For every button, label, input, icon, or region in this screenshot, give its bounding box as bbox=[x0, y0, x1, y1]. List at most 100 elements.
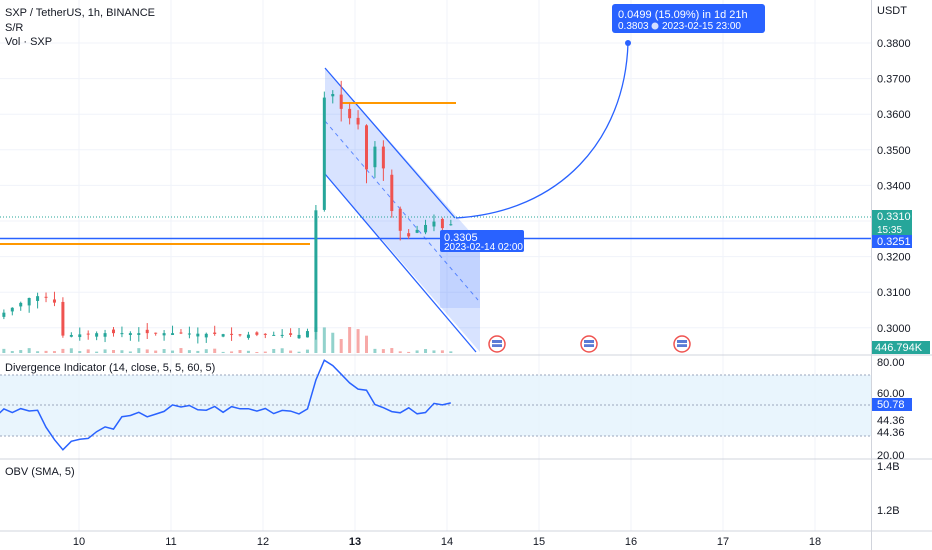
date-tick-label: 16 bbox=[625, 536, 637, 548]
volume-bar bbox=[128, 351, 132, 353]
candle-body bbox=[415, 229, 419, 233]
candle-body bbox=[44, 296, 48, 298]
volume-bar bbox=[137, 348, 141, 353]
axis-unit: USDT bbox=[877, 5, 907, 17]
price-tick-label: 0.3400 bbox=[877, 180, 911, 192]
volume-bar bbox=[103, 349, 107, 353]
volume-bar bbox=[44, 350, 48, 353]
div-tick-label: 44.36 bbox=[877, 415, 905, 427]
start-label[interactable]: 0.3305 2023-02-14 02:00 bbox=[440, 230, 524, 253]
date-tick-label: 14 bbox=[441, 536, 453, 548]
candle-body bbox=[297, 334, 301, 339]
volume-bar bbox=[112, 350, 115, 353]
volume-bar bbox=[61, 348, 65, 353]
price-tick-label: 0.3600 bbox=[877, 109, 911, 121]
symbol-title[interactable]: SXP / TetherUS, 1h, BINANCE bbox=[5, 7, 155, 19]
projection-date-text: 2023-02-15 23:00 bbox=[662, 21, 741, 32]
candle-body bbox=[398, 208, 402, 231]
candle-body bbox=[2, 312, 6, 317]
candle-body bbox=[305, 331, 309, 338]
date-tick-label: 17 bbox=[717, 536, 729, 548]
candle-body bbox=[120, 333, 124, 335]
candle-body bbox=[221, 334, 225, 337]
candle-body bbox=[112, 329, 115, 334]
candle-body bbox=[365, 125, 368, 170]
date-tick-label: 18 bbox=[809, 536, 821, 548]
divergence-legend[interactable]: Divergence Indicator (14, close, 5, 5, 6… bbox=[5, 362, 215, 374]
clock-icon bbox=[651, 22, 659, 30]
volume-bar bbox=[187, 350, 191, 353]
candle-body bbox=[246, 334, 250, 338]
volume-bar bbox=[440, 350, 444, 353]
volume-bar bbox=[95, 351, 99, 353]
candle-body bbox=[36, 296, 40, 301]
event-flag-icon[interactable] bbox=[488, 335, 506, 353]
price-tick-label: 0.3700 bbox=[877, 74, 911, 86]
sr-legend[interactable]: S/R bbox=[5, 22, 23, 34]
projection-arc[interactable] bbox=[455, 42, 629, 219]
projection-label[interactable]: 0.0499 (15.09%) in 1d 21h 0.3803 2023-02… bbox=[612, 4, 765, 33]
event-flag-icon[interactable] bbox=[673, 335, 691, 353]
sr-level-tag: 0.3251 bbox=[877, 236, 911, 248]
date-tick-label: 15 bbox=[533, 536, 545, 548]
candle-body bbox=[171, 333, 175, 335]
candle-body bbox=[10, 307, 14, 312]
div-value-tag: 50.78 bbox=[877, 399, 905, 411]
vol-legend[interactable]: Vol · SXP bbox=[5, 36, 52, 48]
candle-body bbox=[69, 334, 73, 337]
candle-body bbox=[145, 329, 149, 334]
volume-bar bbox=[238, 350, 242, 353]
candle-body bbox=[348, 108, 352, 119]
projection-main-text: 0.0499 (15.09%) in 1d 21h bbox=[618, 9, 748, 21]
volume-bar bbox=[145, 349, 149, 353]
volume-bar bbox=[289, 350, 293, 353]
volume-bar bbox=[179, 348, 183, 353]
date-tick-label: 13 bbox=[349, 536, 361, 548]
volume-bar bbox=[415, 350, 419, 353]
date-tick-label: 11 bbox=[165, 536, 176, 548]
candle-body bbox=[78, 334, 82, 338]
candle-body bbox=[390, 174, 394, 212]
candle-body bbox=[154, 332, 158, 334]
div-tick-label: 20.00 bbox=[877, 450, 905, 462]
date-tick-label: 10 bbox=[73, 536, 85, 548]
volume-bar bbox=[407, 351, 411, 353]
volume-bar bbox=[196, 350, 200, 353]
volume-bar bbox=[322, 327, 326, 353]
candle-body bbox=[196, 333, 200, 337]
volume-bar bbox=[424, 349, 428, 353]
candle-body bbox=[407, 233, 411, 237]
obv-tick-label: 1.2B bbox=[877, 505, 900, 517]
volume-bar bbox=[356, 329, 360, 353]
volume-bar bbox=[52, 351, 56, 353]
volume-bar bbox=[398, 351, 402, 353]
candle-body bbox=[289, 333, 293, 335]
volume-bar bbox=[280, 348, 284, 353]
candle-body bbox=[230, 333, 234, 335]
volume-bar bbox=[246, 350, 250, 353]
candle-body bbox=[95, 333, 99, 337]
volume-bar bbox=[390, 348, 394, 353]
candle-body bbox=[255, 332, 259, 335]
volume-bar bbox=[373, 348, 377, 353]
volume-bar bbox=[272, 348, 276, 353]
volume-bar bbox=[213, 348, 217, 353]
volume-bar bbox=[204, 349, 208, 353]
candle-body bbox=[373, 146, 377, 168]
volume-bar bbox=[69, 348, 73, 353]
obv-tick-label: 1.4B bbox=[877, 461, 900, 473]
candle-body bbox=[424, 224, 428, 233]
last-price-tag: 0.3310 bbox=[877, 211, 911, 223]
obv-legend[interactable]: OBV (SMA, 5) bbox=[5, 466, 75, 478]
div-tick-label: 44.36 bbox=[877, 427, 905, 439]
volume-tag: 446.794K bbox=[875, 342, 923, 354]
volume-bar bbox=[449, 351, 453, 353]
candle-body bbox=[27, 297, 31, 306]
volume-bar bbox=[230, 351, 234, 353]
event-flag-icon[interactable] bbox=[580, 335, 598, 353]
price-tick-label: 0.3200 bbox=[877, 252, 911, 264]
candle-body bbox=[322, 97, 326, 210]
projection-sub-text: 0.3803 bbox=[618, 21, 649, 32]
volume-bar bbox=[86, 349, 90, 353]
